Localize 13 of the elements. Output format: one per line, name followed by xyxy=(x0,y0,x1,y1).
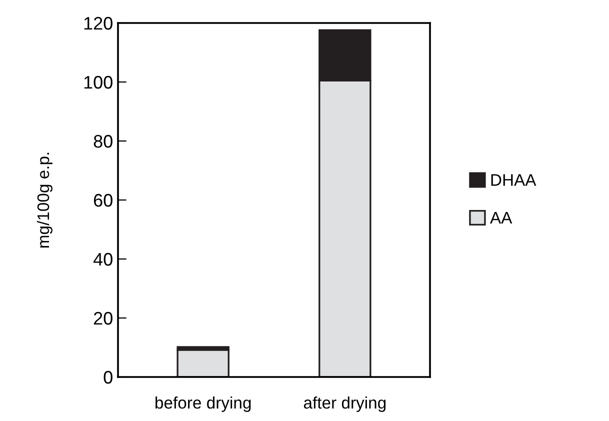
y-tick-label: 60 xyxy=(94,194,112,207)
y-tick-label: 80 xyxy=(94,134,112,148)
y-tick-label: 20 xyxy=(94,312,112,325)
bar xyxy=(176,349,230,377)
y-tick-label: 120 xyxy=(84,16,112,30)
x-tick-label: after drying xyxy=(304,396,386,412)
x-tick-label: before drying xyxy=(156,396,251,412)
y-tick-label: 0 xyxy=(104,370,112,384)
y-axis-title: mg/100g e.p. xyxy=(36,152,52,248)
legend-label: AA xyxy=(490,212,512,224)
y-tick-label: 100 xyxy=(84,76,112,89)
y-tick-label: 40 xyxy=(93,252,112,266)
legend-label: DHAA xyxy=(491,174,536,186)
